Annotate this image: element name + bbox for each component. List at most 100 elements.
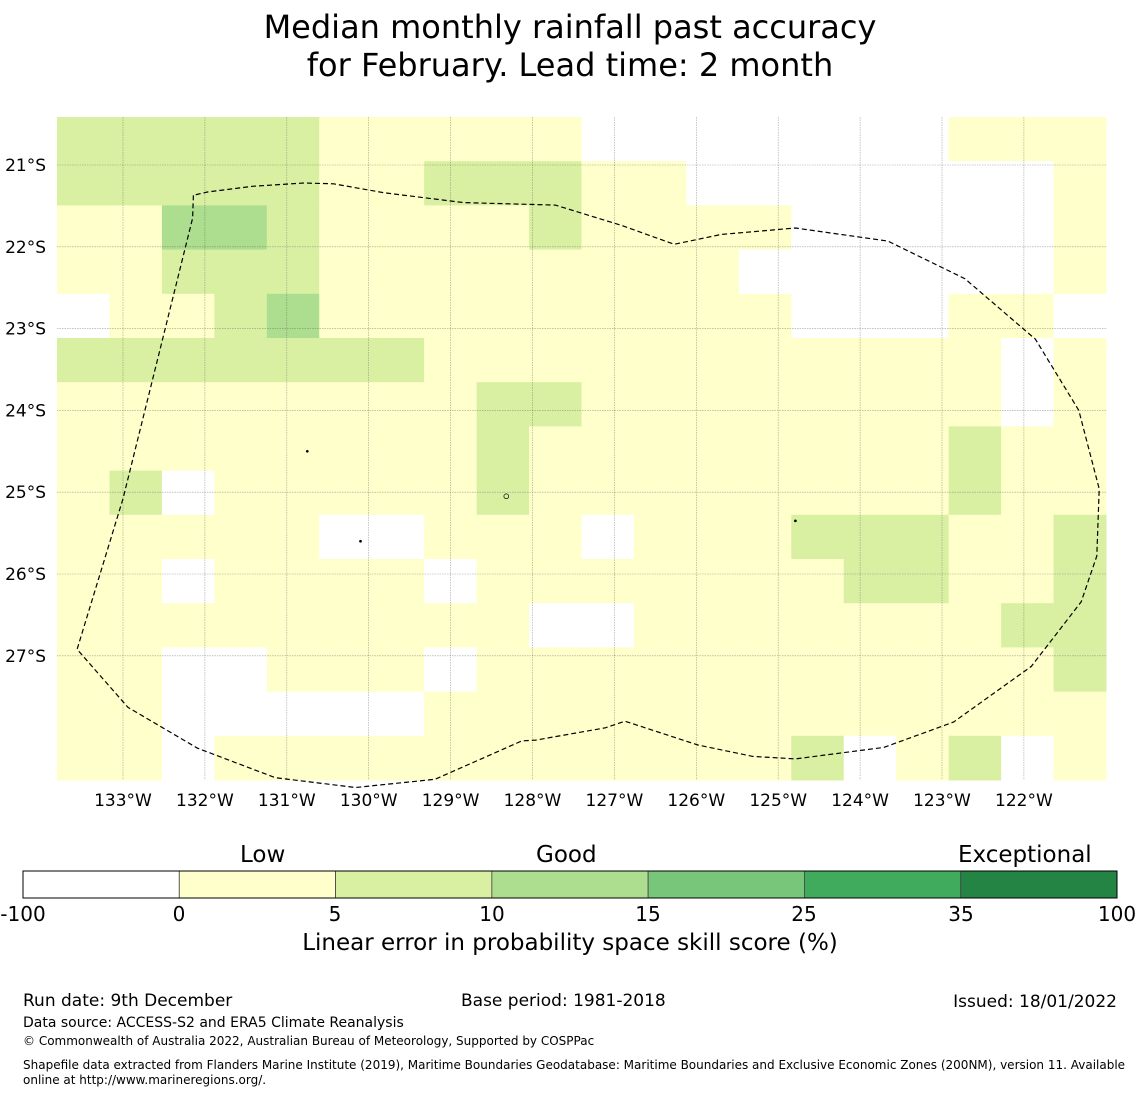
grid-cell — [476, 470, 530, 516]
grid-cell — [1001, 735, 1055, 781]
grid-cell — [1001, 161, 1055, 206]
grid-cell — [791, 293, 845, 339]
grid-cell — [948, 559, 1002, 604]
grid-cell — [633, 249, 687, 295]
grid-cell — [843, 426, 897, 472]
grid-cell — [581, 426, 635, 472]
shapefile-credit-line-2: online at http://www.marineregions.org/. — [23, 1073, 267, 1087]
grid-cell — [791, 691, 845, 737]
grid-cell — [57, 293, 110, 339]
data-source: Data source: ACCESS-S2 and ERA5 Climate … — [23, 1015, 404, 1031]
longitude-label: 122°W — [995, 791, 1053, 811]
grid-cell — [161, 470, 215, 516]
grid-cell — [791, 117, 845, 162]
grid-cell — [843, 647, 897, 693]
pitcairn-island — [503, 493, 510, 500]
grid-cell — [948, 205, 1002, 251]
grid-cell — [896, 735, 950, 781]
grid-cell — [1053, 647, 1107, 693]
grid-cell — [109, 691, 163, 737]
grid-cell — [686, 426, 740, 472]
grid-cell — [948, 735, 1002, 781]
grid-cell — [161, 249, 215, 295]
colorbar-bin — [335, 870, 493, 899]
grid-cell — [633, 293, 687, 339]
grid-cell — [948, 691, 1002, 737]
latitude-label: 23°S — [5, 320, 46, 340]
grid-cell — [161, 117, 215, 162]
colorbar-bin — [647, 870, 805, 899]
longitude-label: 131°W — [258, 791, 316, 811]
grid-cell — [686, 647, 740, 693]
grid-cell — [1053, 117, 1107, 162]
grid-cell — [896, 514, 950, 560]
grid-cell — [529, 470, 582, 516]
grid-cell — [371, 205, 425, 251]
grid-cell — [214, 603, 268, 648]
grid-cell — [424, 559, 478, 604]
grid-cell — [266, 382, 320, 427]
grid-cell — [581, 691, 635, 737]
grid-cell — [791, 559, 845, 604]
grid-cell — [319, 117, 373, 162]
grid-cell — [161, 691, 215, 737]
grid-cell — [686, 205, 740, 251]
grid-cell — [581, 161, 635, 206]
grid-cell — [109, 382, 163, 427]
grid-cell — [1053, 559, 1107, 604]
grid-cell — [529, 117, 582, 162]
grid-cell — [529, 161, 582, 206]
grid-cell — [948, 382, 1002, 427]
shapefile-credit-line-1: Shapefile data extracted from Flanders M… — [23, 1058, 1126, 1072]
grid-cell — [791, 647, 845, 693]
colorbar-tick: 5 — [328, 902, 342, 926]
grid-cell — [791, 514, 845, 560]
chart-title-line-2: for February. Lead time: 2 month — [306, 46, 834, 84]
grid-cell — [476, 559, 530, 604]
grid-cell — [1053, 691, 1107, 737]
grid-cell — [529, 514, 582, 560]
oeno-island — [305, 449, 309, 453]
grid-cell — [686, 470, 740, 516]
grid-cell — [1001, 691, 1055, 737]
grid-cell — [1053, 338, 1107, 383]
grid-cell — [581, 117, 635, 162]
grid-cell — [1001, 514, 1055, 560]
grid-cell — [476, 249, 530, 295]
grid-cell — [371, 382, 425, 427]
grid-cell — [57, 470, 110, 516]
longitude-label: 130°W — [340, 791, 398, 811]
grid-cell — [266, 514, 320, 560]
grid-cell — [529, 735, 582, 781]
grid-cell — [686, 691, 740, 737]
grid-cell — [371, 470, 425, 516]
grid-cell — [738, 647, 792, 693]
grid-cell — [581, 647, 635, 693]
grid-cell — [214, 691, 268, 737]
grid-cell — [843, 382, 897, 427]
grid-cell — [319, 514, 373, 560]
longitude-label: 129°W — [422, 791, 480, 811]
grid-cell — [738, 603, 792, 648]
grid-cell — [686, 161, 740, 206]
grid-cell — [476, 338, 530, 383]
grid-cell — [476, 293, 530, 339]
grid-cell — [581, 338, 635, 383]
ducie-island — [794, 519, 797, 523]
grid-cell — [948, 647, 1002, 693]
grid-cell — [161, 559, 215, 604]
grid-cell — [57, 691, 110, 737]
grid-cell — [896, 603, 950, 648]
grid-cell — [1053, 603, 1107, 648]
latitude-label: 27°S — [5, 647, 46, 667]
grid-cell — [633, 647, 687, 693]
grid-cell — [424, 293, 478, 339]
grid-cell — [109, 603, 163, 648]
grid-cell — [319, 293, 373, 339]
grid-cell — [843, 559, 897, 604]
grid-cell — [319, 735, 373, 781]
grid-cell — [896, 293, 950, 339]
grid-cell — [1053, 735, 1107, 781]
grid-cell — [738, 470, 792, 516]
colorbar-label-good: Good — [536, 842, 597, 868]
